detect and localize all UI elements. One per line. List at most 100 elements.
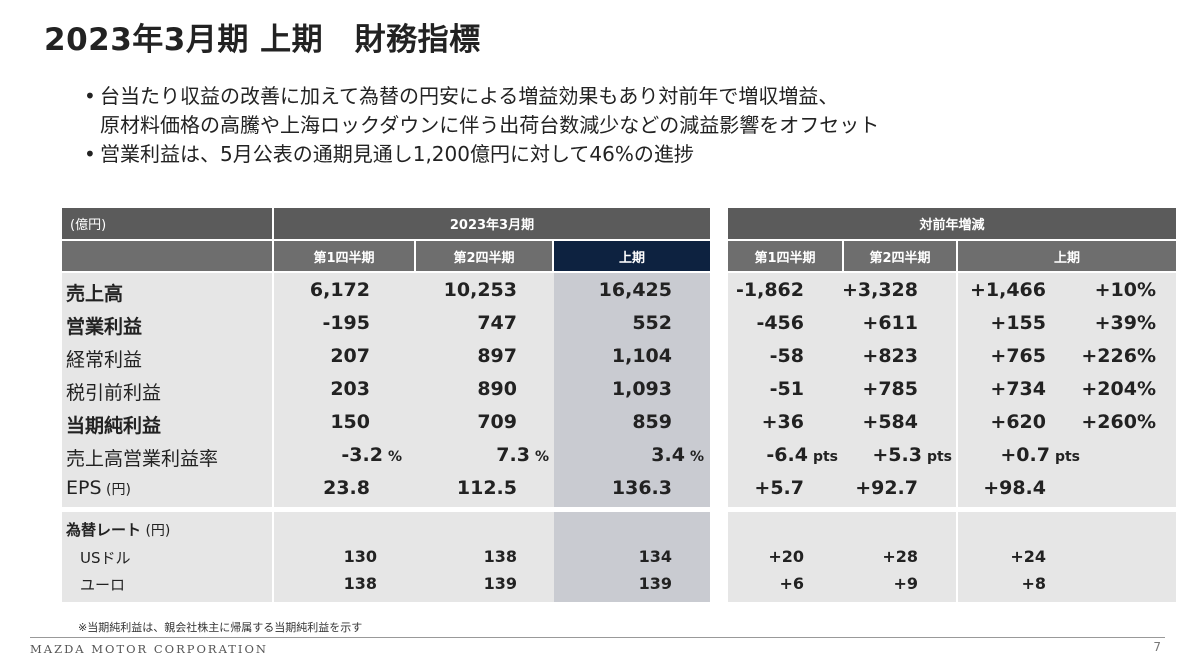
yoy-subheader-3: 上期 [958,241,1176,271]
subheader-3: 上期 [554,241,710,271]
summary-bullets: • 台当たり収益の改善に加えて為替の円安による増益効果もあり対前年で増収増益、 … [84,82,879,169]
change-cell: +204% [1081,378,1156,400]
change-cell: +5.3 pts [872,444,952,466]
body-band-highlight [554,273,710,507]
change-cell: -1,862 [736,279,804,301]
change-cell: +155 [990,312,1046,334]
row-label: 売上高 [66,283,124,305]
change-cell: +823 [862,345,918,367]
fx-section-label: 為替レート (円) [66,521,171,539]
yoy-subheader-1: 第1四半期 [728,241,842,271]
value-cell: 112.5 [456,477,517,499]
change-cell: -456 [756,312,804,334]
change-cell: +260% [1081,411,1156,433]
row-label: 営業利益 [66,316,143,338]
body-band-right [728,273,1176,507]
fx-change-cell: +20 [768,547,804,566]
fx-value-cell: 139 [638,574,672,593]
bullet-1-line2: 原材料価格の高騰や上海ロックダウンに伴う出荷台数減少などの減益影響をオフセット [100,113,880,137]
fx-band-highlight [554,512,710,602]
company-name: MAZDA MOTOR CORPORATION [30,642,268,656]
fx-row-label: ユーロ [80,576,126,594]
fx-change-cell: +6 [779,574,804,593]
value-cell: 552 [632,312,672,334]
column-divider [956,512,958,602]
value-cell: 7.3% [496,444,549,466]
fx-change-cell: +8 [1021,574,1046,593]
page-number: 7 [1153,640,1161,654]
fx-value-cell: 138 [483,547,517,566]
value-cell: 10,253 [443,279,517,301]
change-cell: +734 [990,378,1046,400]
fx-row-label: USドル [80,549,131,567]
bullet-2-line1: 営業利益は、5月公表の通期見通し1,200億円に対して46%の進捗 [100,142,694,166]
value-cell: 897 [477,345,517,367]
column-divider [956,273,958,507]
value-cell: 709 [477,411,517,433]
fx-value-cell: 134 [638,547,672,566]
change-cell: +0.7 pts [1000,444,1080,466]
value-cell: 859 [632,411,672,433]
group-header-yoy: 対前年増減 [728,208,1176,239]
change-cell: +620 [990,411,1046,433]
group-header-fy2023: 2023年3月期 [274,208,710,239]
change-cell: +584 [862,411,918,433]
value-cell: 1,093 [611,378,672,400]
change-cell: +10% [1094,279,1156,301]
value-cell: -195 [322,312,370,334]
change-cell: +3,328 [841,279,918,301]
change-cell: +1,466 [969,279,1046,301]
change-cell: +39% [1094,312,1156,334]
row-label: 経常利益 [66,349,143,371]
bullet-1-line1: 台当たり収益の改善に加えて為替の円安による増益効果もあり対前年で増収増益、 [100,84,839,108]
value-cell: 136.3 [611,477,672,499]
fx-value-cell: 138 [343,574,377,593]
fx-change-cell: +28 [882,547,918,566]
value-cell: -3.2% [341,444,402,466]
change-cell: +98.4 [983,477,1046,499]
value-cell: 6,172 [309,279,370,301]
bullet-mark: • [84,84,96,108]
value-cell: 747 [477,312,517,334]
row-label: 税引前利益 [66,382,162,404]
page-title: 2023年3月期 上期 財務指標 [44,22,481,58]
bullet-2: • 営業利益は、5月公表の通期見通し1,200億円に対して46%の進捗 [84,140,879,169]
value-cell: 23.8 [323,477,370,499]
yoy-subheader-2: 第2四半期 [844,241,956,271]
fx-band-right [728,512,1176,602]
row-label: 売上高営業利益率 [66,448,219,470]
change-cell: +611 [862,312,918,334]
footnote: ※当期純利益は、親会社株主に帰属する当期純利益を示す [78,621,363,634]
fx-change-cell: +24 [1010,547,1046,566]
row-label: EPS (円) [66,477,131,499]
change-cell: -51 [769,378,804,400]
row-label: 当期純利益 [66,415,162,437]
value-cell: 890 [477,378,517,400]
change-cell: +226% [1081,345,1156,367]
value-cell: 150 [330,411,370,433]
bullet-mark: • [84,142,96,166]
value-cell: 203 [330,378,370,400]
change-cell: -6.4 pts [766,444,838,466]
column-divider [272,512,274,602]
change-cell: +785 [862,378,918,400]
unit-header: (億円) [62,208,272,239]
change-cell: +36 [761,411,804,433]
value-cell: 207 [330,345,370,367]
change-cell: +5.7 [754,477,804,499]
column-divider [272,273,274,507]
fx-value-cell: 139 [483,574,517,593]
value-cell: 16,425 [598,279,672,301]
footer-divider [30,637,1165,638]
fx-value-cell: 130 [343,547,377,566]
subheader-1: 第1四半期 [274,241,414,271]
fx-change-cell: +9 [893,574,918,593]
subheader-blank [62,241,272,271]
value-cell: 3.4% [651,444,704,466]
fx-band-left [62,512,554,602]
subheader-2: 第2四半期 [416,241,552,271]
bullet-1: • 台当たり収益の改善に加えて為替の円安による増益効果もあり対前年で増収増益、 … [84,82,879,140]
body-band-left [62,273,554,507]
change-cell: +765 [990,345,1046,367]
change-cell: +92.7 [855,477,918,499]
